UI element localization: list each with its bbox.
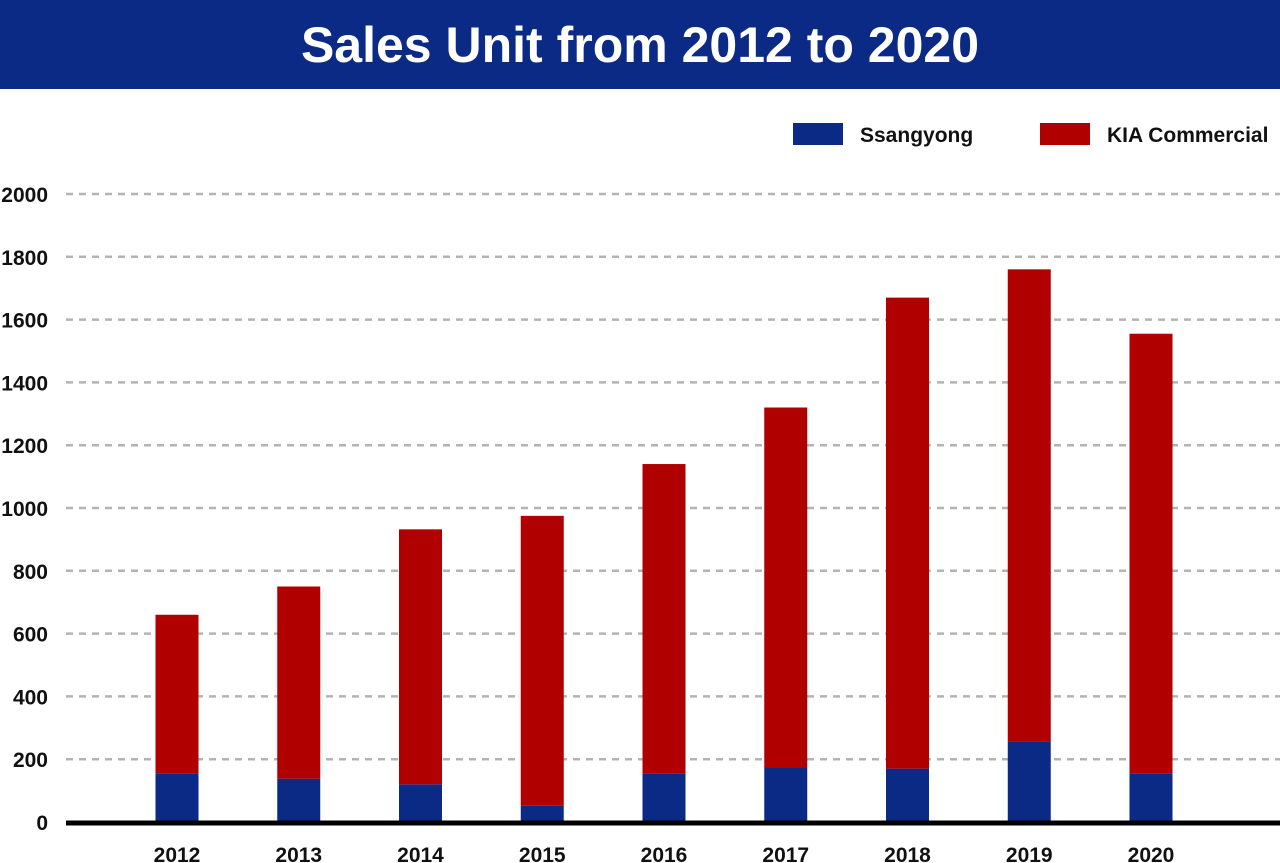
bar-kia-commercial-2013 bbox=[277, 586, 321, 779]
bar-kia-commercial-2012 bbox=[155, 614, 199, 774]
bar-ssangyong-2020 bbox=[1129, 773, 1173, 822]
x-tick-label: 2018 bbox=[884, 844, 931, 863]
y-tick-label: 200 bbox=[13, 749, 48, 772]
x-tick-label: 2015 bbox=[519, 844, 566, 863]
bar-kia-commercial-2014 bbox=[399, 529, 442, 785]
bar-kia-commercial-2019 bbox=[1007, 269, 1051, 742]
x-tick-label: 2012 bbox=[154, 844, 201, 863]
y-tick-label: 400 bbox=[13, 686, 48, 709]
legend-swatch-kia-commercial bbox=[1040, 123, 1090, 145]
x-tick-label: 2014 bbox=[397, 844, 444, 863]
y-tick-label: 2000 bbox=[1, 184, 48, 207]
bar-ssangyong-2013 bbox=[277, 778, 321, 822]
bar-ssangyong-2015 bbox=[520, 805, 564, 822]
bar-ssangyong-2017 bbox=[764, 767, 808, 822]
bar-kia-commercial-2016 bbox=[642, 464, 686, 774]
legend: Ssangyong KIA Commercial bbox=[793, 123, 1268, 147]
x-tick-label: 2019 bbox=[1006, 844, 1053, 863]
bar-kia-commercial-2017 bbox=[764, 407, 808, 768]
legend-label: Ssangyong bbox=[860, 124, 973, 147]
bar-ssangyong-2012 bbox=[155, 773, 199, 822]
x-tick-label: 2016 bbox=[641, 844, 688, 863]
bar-ssangyong-2014 bbox=[399, 784, 442, 822]
bar-kia-commercial-2015 bbox=[520, 515, 564, 806]
legend-swatch-ssangyong bbox=[793, 123, 843, 145]
bars bbox=[155, 269, 1173, 822]
bar-ssangyong-2018 bbox=[886, 768, 929, 822]
y-tick-label: 1800 bbox=[1, 247, 48, 270]
legend-label: KIA Commercial bbox=[1107, 124, 1268, 147]
bar-ssangyong-2016 bbox=[642, 773, 686, 822]
bar-kia-commercial-2018 bbox=[886, 297, 929, 769]
x-axis-tick-labels: 2012 2013 2014 2015 2016 2017 2018 2019 2020 bbox=[154, 844, 1175, 863]
x-tick-label: 2020 bbox=[1128, 844, 1175, 863]
y-tick-label: 1000 bbox=[1, 498, 48, 521]
chart-title-bar: Sales Unit from 2012 to 2020 bbox=[0, 0, 1280, 89]
chart-title: Sales Unit from 2012 to 2020 bbox=[300, 16, 980, 73]
y-tick-label: 1600 bbox=[1, 310, 48, 333]
bar-kia-commercial-2020 bbox=[1129, 333, 1173, 774]
bar-ssangyong-2019 bbox=[1007, 741, 1051, 822]
x-tick-label: 2017 bbox=[762, 844, 809, 863]
y-tick-label: 1200 bbox=[1, 435, 48, 458]
y-tick-label: 800 bbox=[13, 561, 48, 584]
y-tick-label: 1400 bbox=[1, 372, 48, 395]
y-tick-label: 0 bbox=[36, 812, 48, 835]
y-tick-label: 600 bbox=[13, 624, 48, 647]
x-tick-label: 2013 bbox=[275, 844, 322, 863]
y-axis-tick-labels: 0 200 400 600 800 1000 1200 1400 1600 1800 2000 bbox=[1, 184, 48, 835]
